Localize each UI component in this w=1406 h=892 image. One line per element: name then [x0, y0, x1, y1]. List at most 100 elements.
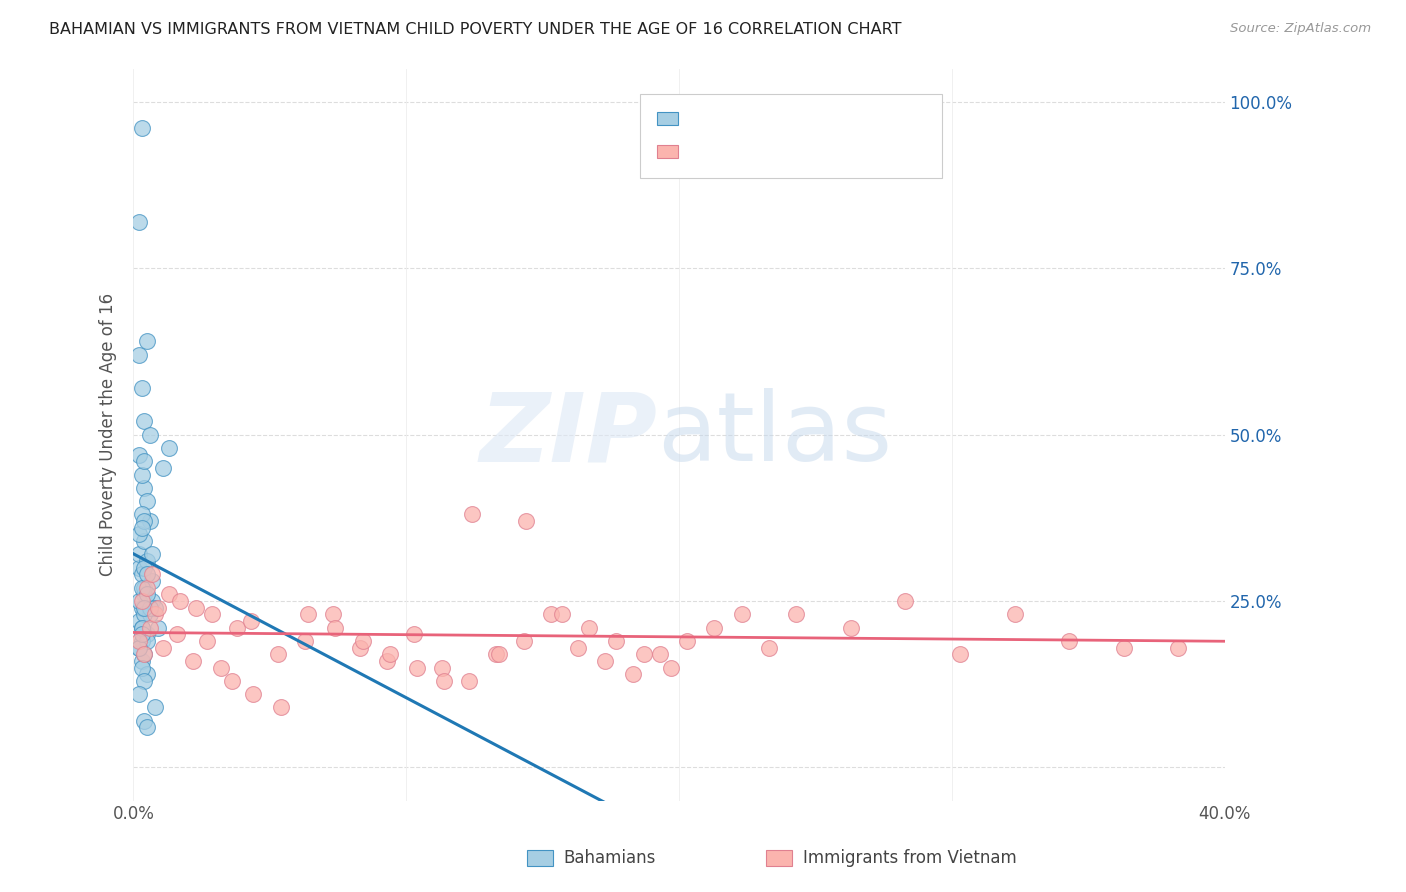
Point — [134, 587, 156, 601]
Text: Immigrants from Vietnam: Immigrants from Vietnam — [803, 849, 1017, 867]
Point — [131, 381, 153, 395]
Point — [540, 607, 562, 622]
Point — [134, 581, 156, 595]
Text: 59: 59 — [858, 110, 883, 128]
Point — [128, 560, 150, 574]
Point — [136, 581, 159, 595]
Text: R =: R = — [689, 110, 728, 128]
Point — [404, 627, 426, 641]
Point — [131, 633, 153, 648]
Point — [433, 673, 456, 688]
Point — [551, 607, 574, 622]
Point — [128, 614, 150, 628]
Point — [128, 687, 150, 701]
Point — [1167, 640, 1189, 655]
Point — [515, 514, 537, 528]
Point — [143, 607, 166, 622]
Point — [134, 647, 156, 661]
Point — [406, 660, 429, 674]
Y-axis label: Child Poverty Under the Age of 16: Child Poverty Under the Age of 16 — [100, 293, 117, 576]
Point — [128, 348, 150, 362]
Point — [242, 687, 264, 701]
Point — [621, 667, 644, 681]
Point — [131, 621, 153, 635]
Point — [136, 334, 159, 349]
Point — [201, 607, 224, 622]
Point — [184, 600, 207, 615]
Point — [169, 594, 191, 608]
Point — [1057, 633, 1080, 648]
Point — [136, 633, 159, 648]
Point — [731, 607, 754, 622]
Point — [352, 633, 374, 648]
Point — [605, 633, 627, 648]
Point — [136, 667, 159, 681]
Text: ZIP: ZIP — [479, 388, 657, 481]
Point — [143, 700, 166, 714]
Point — [659, 660, 682, 674]
Point — [146, 600, 169, 615]
Point — [134, 560, 156, 574]
Point — [141, 594, 163, 608]
Point — [567, 640, 589, 655]
Point — [378, 647, 401, 661]
Point — [221, 673, 243, 688]
Point — [485, 647, 508, 661]
Point — [267, 647, 290, 661]
Point — [128, 527, 150, 541]
Point — [136, 567, 159, 582]
Point — [131, 621, 153, 635]
Point — [128, 633, 150, 648]
Point — [152, 640, 174, 655]
Point — [458, 673, 481, 688]
Point — [138, 514, 160, 528]
Point — [131, 600, 153, 615]
Point — [157, 587, 180, 601]
Point — [349, 640, 371, 655]
Point — [648, 647, 671, 661]
Text: Source: ZipAtlas.com: Source: ZipAtlas.com — [1230, 22, 1371, 36]
Point — [430, 660, 453, 674]
Point — [134, 514, 156, 528]
Point — [138, 427, 160, 442]
Point — [894, 594, 917, 608]
Text: 0.500: 0.500 — [737, 110, 793, 128]
Point — [239, 614, 262, 628]
Point — [138, 607, 160, 622]
Point — [270, 700, 292, 714]
Point — [134, 414, 156, 428]
Point — [839, 621, 862, 635]
Point — [128, 214, 150, 228]
Point — [136, 720, 159, 734]
Point — [166, 627, 188, 641]
Text: Bahamians: Bahamians — [564, 849, 657, 867]
Point — [578, 621, 600, 635]
Point — [183, 654, 205, 668]
Point — [131, 654, 153, 668]
Point — [128, 640, 150, 655]
Point — [131, 121, 153, 136]
Point — [131, 521, 153, 535]
Point — [758, 640, 780, 655]
Point — [595, 654, 617, 668]
Point — [131, 581, 153, 595]
Point — [512, 633, 534, 648]
Point — [128, 448, 150, 462]
Point — [141, 547, 163, 561]
Text: 63: 63 — [858, 143, 883, 161]
Point — [134, 454, 156, 468]
Point — [375, 654, 398, 668]
Text: 0.024: 0.024 — [737, 143, 793, 161]
Point — [136, 494, 159, 508]
Point — [146, 621, 169, 635]
Text: N =: N = — [813, 110, 852, 128]
Point — [209, 660, 232, 674]
Point — [131, 567, 153, 582]
Point — [1112, 640, 1135, 655]
Point — [134, 714, 156, 728]
Point — [633, 647, 655, 661]
Point — [138, 600, 160, 615]
Point — [1004, 607, 1026, 622]
Point — [157, 441, 180, 455]
Point — [128, 640, 150, 655]
